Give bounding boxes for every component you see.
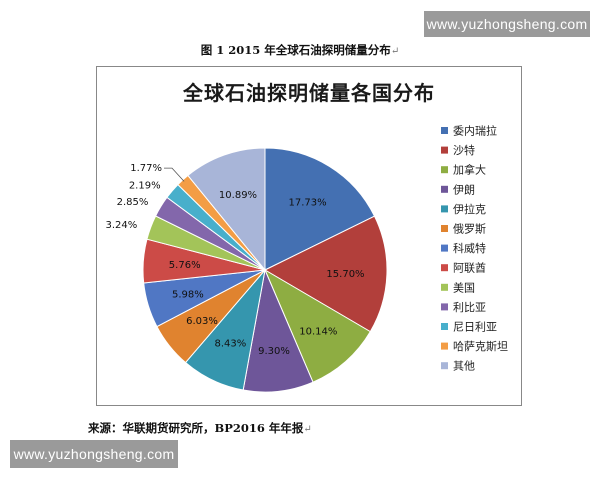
- data-label-5: 8.43%: [215, 339, 247, 350]
- pie-slice-2: [263, 215, 388, 333]
- legend-swatch-1: [441, 127, 448, 134]
- legend-label-9: 美国: [453, 281, 475, 294]
- legend-swatch-5: [441, 205, 448, 213]
- source-note: 来源：华联期货研究所，BP2016 年年报↵: [88, 420, 312, 436]
- legend-swatch-6: [441, 225, 448, 232]
- pie-slice-3: [263, 268, 371, 383]
- paragraph-mark-icon: ↵: [390, 46, 400, 57]
- figure-caption-text: 图 1 2015 年全球石油探明储量分布: [200, 43, 391, 57]
- legend-label-13: 其他: [453, 360, 475, 373]
- legend-swatch-4: [441, 185, 448, 193]
- figure-caption: 图 1 2015 年全球石油探明储量分布↵: [0, 42, 600, 58]
- legend-swatch-11: [441, 323, 448, 330]
- legend-swatch-13: [441, 362, 448, 370]
- data-label-6: 6.03%: [186, 316, 218, 327]
- legend-label-12: 哈萨克斯坦: [453, 339, 508, 353]
- watermark-top: www.yuzhongsheng.com: [424, 11, 590, 37]
- data-label-2: 15.70%: [326, 269, 364, 280]
- legend-swatch-12: [441, 342, 448, 350]
- watermark-bottom: www.yuzhongsheng.com: [10, 440, 178, 468]
- legend-label-8: 阿联酋: [453, 261, 486, 275]
- data-label-3: 10.14%: [299, 326, 337, 337]
- legend-label-6: 俄罗斯: [453, 223, 486, 236]
- pie-slice-1: [264, 147, 376, 271]
- pie-chart: 17.73% 15.70% 10.14% 9.30% 8.43% 6.03% 5.98% 5.…: [106, 124, 508, 393]
- legend-label-2: 沙特: [453, 143, 475, 157]
- legend-swatch-8: [441, 264, 448, 272]
- legend-swatch-10: [441, 303, 448, 311]
- data-label-7: 5.98%: [172, 289, 204, 300]
- paragraph-mark-icon-2: ↵: [303, 424, 312, 435]
- leader-line: [164, 167, 185, 182]
- source-note-text: 来源：华联期货研究所，BP2016 年年报: [88, 421, 304, 435]
- data-label-12: 1.77%: [130, 163, 162, 174]
- legend-swatch-7: [441, 244, 448, 252]
- chart-title: 全球石油探明储量各国分布: [183, 81, 435, 105]
- data-label-4: 9.30%: [258, 346, 290, 357]
- data-label-13: 10.89%: [219, 190, 257, 201]
- data-label-11: 2.19%: [129, 180, 161, 191]
- legend-label-5: 伊拉克: [453, 202, 486, 216]
- legend-label-4: 伊朗: [453, 183, 475, 196]
- legend-swatch-9: [441, 283, 448, 291]
- data-label-1: 17.73%: [289, 198, 327, 209]
- legend-label-7: 科威特: [453, 241, 486, 255]
- legend-swatch-2: [441, 146, 448, 154]
- pie-slice-13: [187, 147, 266, 272]
- legend-label-3: 加拿大: [453, 163, 486, 177]
- legend-label-10: 利比亚: [453, 301, 486, 314]
- legend-label-11: 尼日利亚: [453, 321, 497, 334]
- data-label-10: 2.85%: [117, 197, 149, 208]
- chart-frame: 全球石油探明储量各国分布 17.73% 15.70% 10.14% 9.30% 8.43…: [96, 66, 522, 406]
- data-label-9: 3.24%: [106, 220, 138, 231]
- legend-swatch-3: [441, 166, 448, 174]
- data-label-8: 5.76%: [169, 260, 201, 271]
- legend-label-1: 委内瑞拉: [453, 124, 497, 138]
